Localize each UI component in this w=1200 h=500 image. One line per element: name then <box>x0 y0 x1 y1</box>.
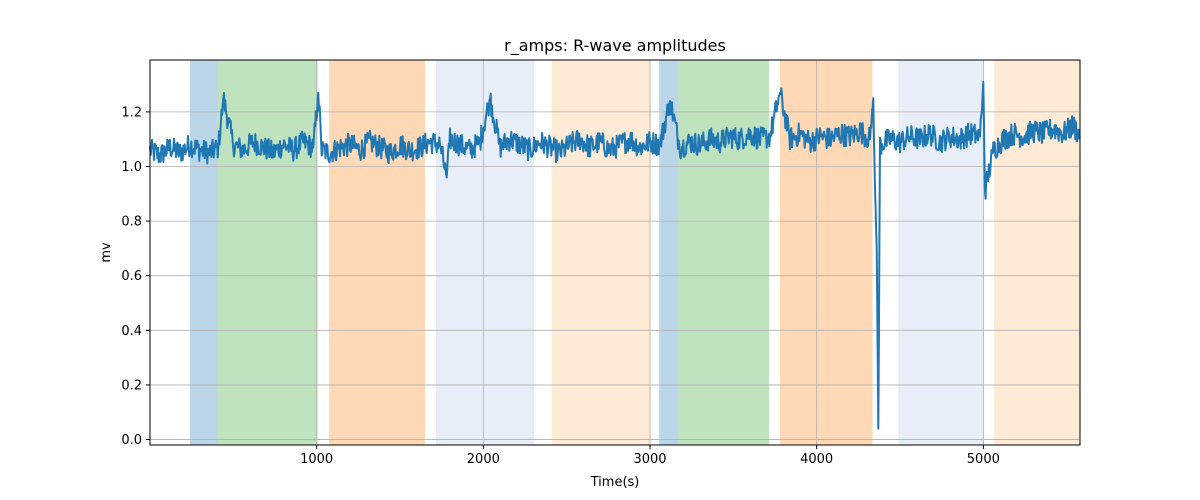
x-tick-label-2: 2000 <box>467 452 500 467</box>
x-tick-label-3: 3000 <box>633 452 666 467</box>
grid-lines <box>150 60 1080 445</box>
y-tick-label-1: 0.0 <box>121 433 142 448</box>
y-tick-label-3: 0.4 <box>121 324 142 339</box>
x-tick-label-4: 4000 <box>800 452 833 467</box>
shaded-region-6 <box>659 60 679 445</box>
series-line <box>149 80 1081 430</box>
x-tick-label-1: 1000 <box>300 452 333 467</box>
shaded-region-2 <box>217 60 318 445</box>
series-layer <box>149 80 1081 430</box>
plot-frame <box>149 59 1081 446</box>
y-tick-label-2: 0.2 <box>121 378 142 393</box>
shaded-region-9 <box>898 60 985 445</box>
shaded-region-8 <box>780 60 873 445</box>
shaded-region-1 <box>190 60 218 445</box>
y-tick-label-7: 1.2 <box>121 105 142 120</box>
y-tick-label-6: 1.0 <box>121 160 142 175</box>
shaded-region-3 <box>329 60 425 445</box>
y-tick-label-5: 0.8 <box>121 215 142 230</box>
y-tick-label-4: 0.6 <box>121 269 142 284</box>
chart-title: r_amps: R-wave amplitudes <box>504 36 726 56</box>
y-axis: 0.0 0.2 0.4 0.6 0.8 1.0 1.2 <box>121 105 150 448</box>
shaded-region-7 <box>678 60 770 445</box>
x-axis-label: Time(s) <box>590 475 640 490</box>
x-axis: 1000 2000 3000 4000 5000 <box>300 445 1000 467</box>
shaded-region-10 <box>994 60 1080 445</box>
shaded-regions <box>190 60 1080 445</box>
shaded-region-5 <box>551 60 651 445</box>
x-tick-label-5: 5000 <box>967 452 1000 467</box>
y-axis-label: mv <box>99 242 114 263</box>
